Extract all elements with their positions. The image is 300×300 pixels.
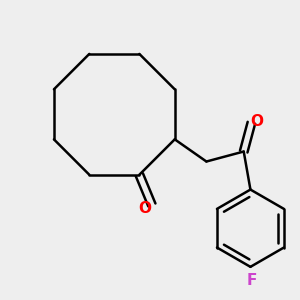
- Text: F: F: [247, 273, 257, 288]
- Text: O: O: [250, 114, 263, 129]
- Text: O: O: [138, 201, 151, 216]
